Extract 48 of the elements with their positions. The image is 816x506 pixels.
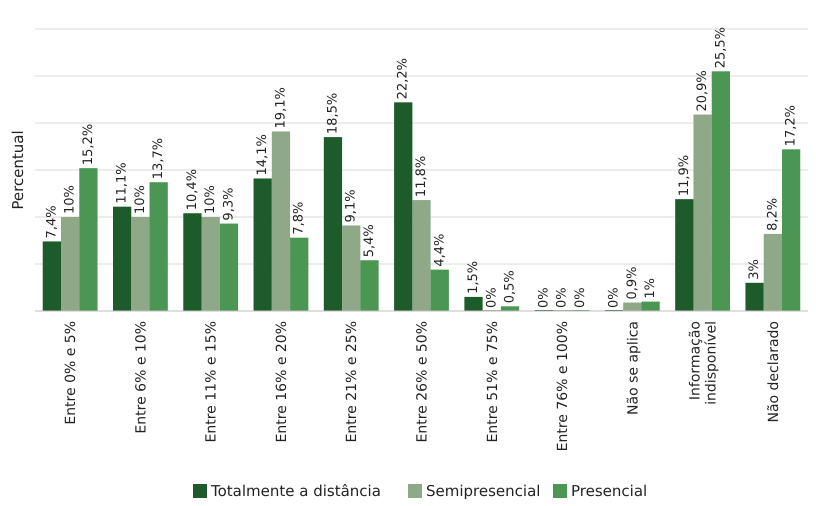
x-tick-label: Não declarado xyxy=(766,321,782,423)
data-label: 0% xyxy=(572,287,588,308)
data-label: 1,5% xyxy=(466,260,481,294)
data-label: 18,5% xyxy=(325,92,340,134)
x-tick-label: Entre 0% e 5% xyxy=(63,321,80,425)
data-label: 14,1% xyxy=(255,134,270,176)
x-tick-label: Entre 26% e 50% xyxy=(414,321,430,442)
x-tick-label: Entre 11% e 15% xyxy=(204,321,220,442)
data-label: 7,4% xyxy=(44,205,60,238)
data-label: 17,2% xyxy=(784,105,799,146)
y-axis-title: Percentual xyxy=(9,130,27,210)
data-label: 7,8% xyxy=(292,202,307,235)
data-label: 11,1% xyxy=(114,162,130,204)
data-label: 1% xyxy=(643,278,658,299)
data-label: 0% xyxy=(484,287,500,308)
data-label: 0% xyxy=(554,287,570,308)
data-label: 20,9% xyxy=(695,70,710,112)
data-label: 0,5% xyxy=(502,270,518,304)
x-tick-label: Entre 21% e 25% xyxy=(344,321,360,442)
data-label: 11,8% xyxy=(414,156,429,198)
data-label: 3% xyxy=(747,259,762,280)
data-label: 0,9% xyxy=(624,266,640,300)
data-label: 5,4% xyxy=(362,224,377,258)
data-label: 10% xyxy=(62,185,78,214)
data-label: 0% xyxy=(606,287,622,308)
data-label: 0% xyxy=(536,287,552,308)
data-label: 8,2% xyxy=(765,198,780,231)
x-tick-label: Entre 51% e 75% xyxy=(484,321,501,442)
x-tick-label: Entre 6% e 10% xyxy=(133,321,150,434)
data-label: 11,9% xyxy=(676,154,692,196)
data-label: 25,5% xyxy=(713,26,728,68)
data-label: 4,4% xyxy=(432,234,448,267)
data-label: 13,7% xyxy=(151,138,166,180)
data-label: 19,1% xyxy=(273,87,288,128)
x-tick-label: Entre 16% e 20% xyxy=(274,321,290,442)
data-label: 9,1% xyxy=(344,189,359,222)
data-label: 15,2% xyxy=(80,124,96,166)
data-label: 10% xyxy=(132,185,148,214)
data-label: 22,2% xyxy=(396,58,411,100)
data-label: 10% xyxy=(203,185,218,214)
legend-label: Presencial xyxy=(571,482,648,500)
legend-label: Totalmente a distância xyxy=(210,482,381,500)
legend-label: Semipresencial xyxy=(426,482,540,500)
data-label: 10,4% xyxy=(184,168,200,210)
x-tick-label: Não se aplica xyxy=(625,321,642,415)
x-tick-label: Entre 76% e 100% xyxy=(555,321,572,452)
data-label: 9,3% xyxy=(221,188,236,221)
x-tick-label: Informação indisponível xyxy=(688,321,720,405)
